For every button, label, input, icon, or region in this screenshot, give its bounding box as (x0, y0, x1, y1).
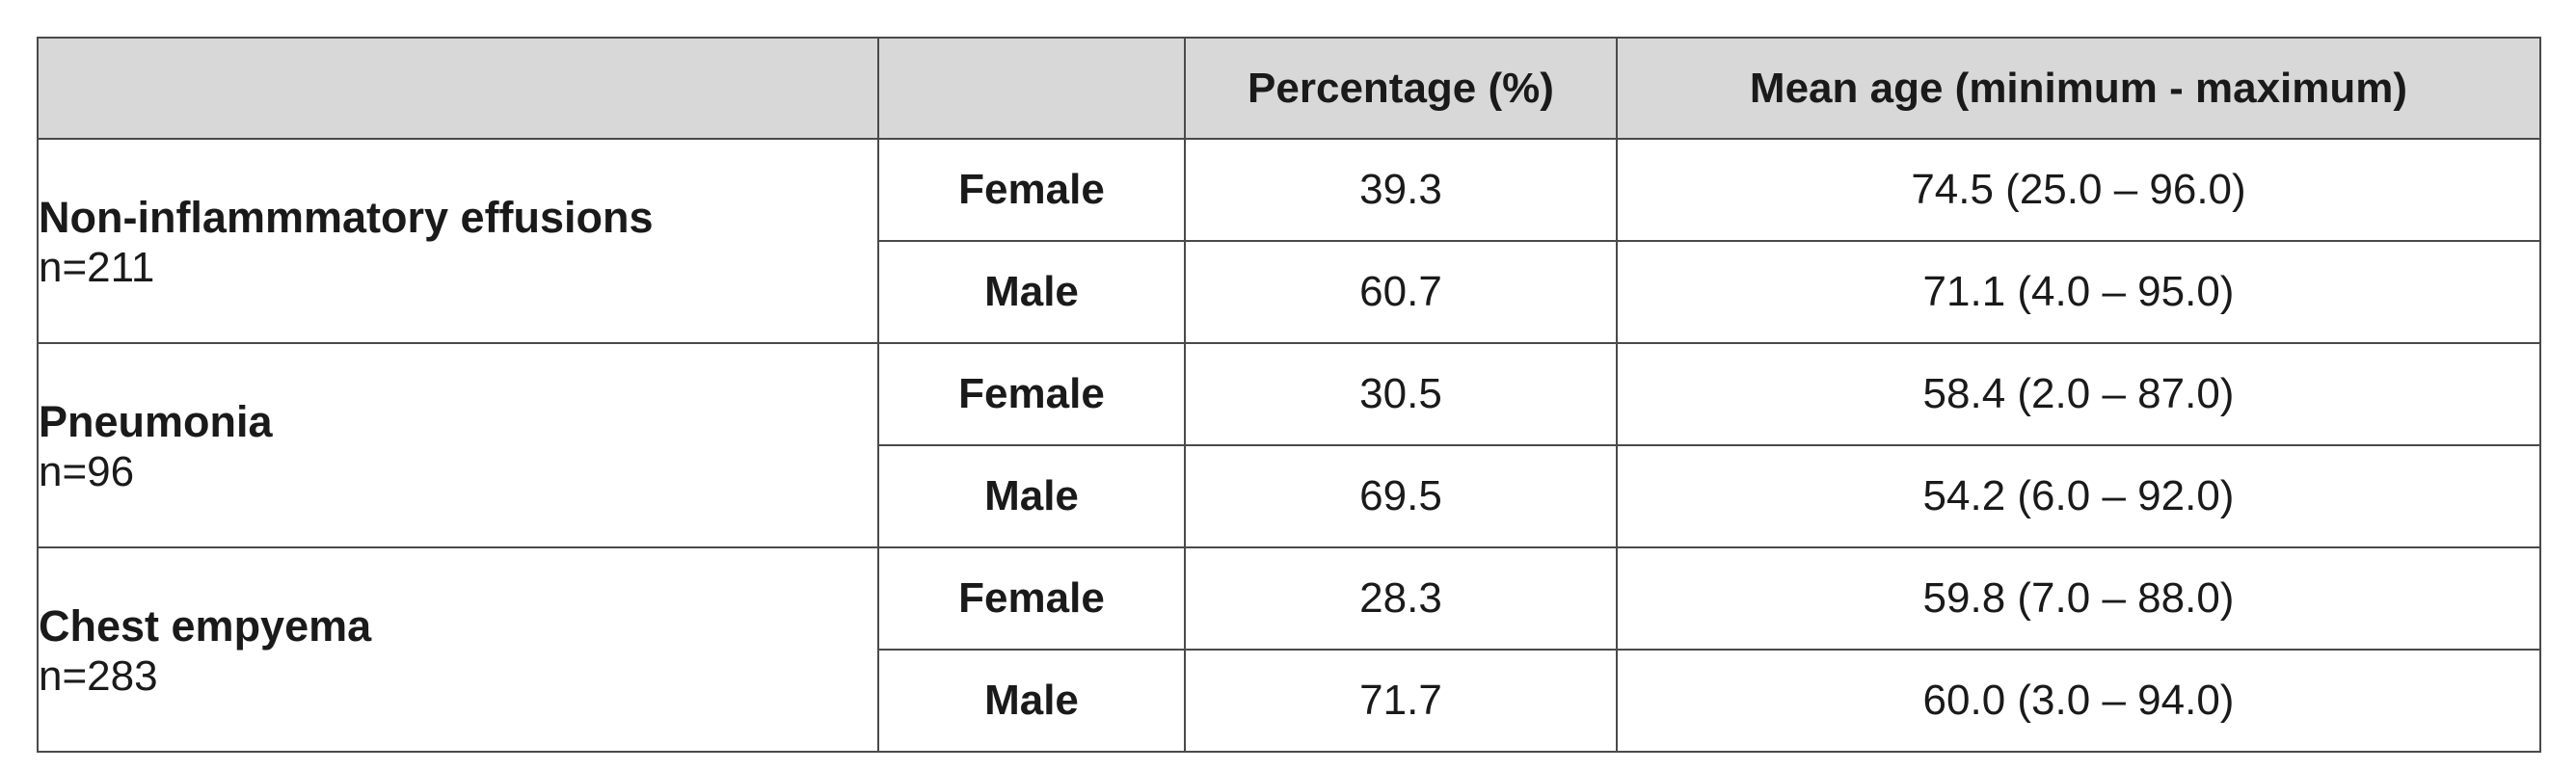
table-row: Pneumonia n=96 Female 30.5 58.4 (2.0 – 8… (37, 342, 2541, 548)
percentage-cell: 28.3 (1184, 546, 1618, 651)
mean-age-cell: 60.0 (3.0 – 94.0) (1616, 649, 2541, 753)
mean-age-cell: 71.1 (4.0 – 95.0) (1616, 240, 2541, 344)
mean-age-cell: 59.8 (7.0 – 88.0) (1616, 546, 2541, 651)
mean-age-cell: 58.4 (2.0 – 87.0) (1616, 342, 2541, 446)
header-group (37, 37, 879, 140)
header-sex (877, 37, 1186, 140)
sex-cell: Female (877, 138, 1186, 242)
group-cell-pneumonia: Pneumonia n=96 (37, 342, 879, 548)
sex-cell: Male (877, 444, 1186, 548)
group-count: n=283 (39, 652, 158, 700)
sex-cell: Female (877, 342, 1186, 446)
table-row: Male 60.7 71.1 (4.0 – 95.0) (38, 240, 2541, 344)
group-cell-non-inflammatory: Non-inflammmatory effusions n=211 (37, 138, 879, 344)
percentage-cell: 39.3 (1184, 138, 1618, 242)
mean-age-cell: 74.5 (25.0 – 96.0) (1616, 138, 2541, 242)
header-row: Percentage (%) Mean age (minimum - maxim… (37, 37, 2541, 140)
group-cell-chest-empyema: Chest empyema n=283 (37, 546, 879, 753)
group-name: Chest empyema (39, 601, 372, 651)
percentage-cell: 60.7 (1184, 240, 1618, 344)
group-count: n=211 (39, 244, 155, 291)
header-percentage: Percentage (%) (1184, 37, 1618, 140)
table-row: Male 69.5 54.2 (6.0 – 92.0) (38, 444, 2541, 548)
sex-cell: Male (877, 649, 1186, 753)
table-header: Percentage (%) Mean age (minimum - maxim… (37, 37, 2541, 140)
header-mean-age: Mean age (minimum - maximum) (1616, 37, 2541, 140)
table-row: Chest empyema n=283 Female 28.3 59.8 (7.… (37, 546, 2541, 753)
group-name: Pneumonia (39, 397, 273, 446)
group-name: Non-inflammmatory effusions (39, 193, 654, 242)
percentage-cell: 69.5 (1184, 444, 1618, 548)
table-row: Male 71.7 60.0 (3.0 – 94.0) (38, 649, 2541, 753)
group-count: n=96 (39, 448, 135, 495)
table-body: Non-inflammmatory effusions n=211 Female… (37, 138, 2541, 753)
percentage-cell: 71.7 (1184, 649, 1618, 753)
sex-cell: Female (877, 546, 1186, 651)
percentage-cell: 30.5 (1184, 342, 1618, 446)
sex-cell: Male (877, 240, 1186, 344)
table-row: Non-inflammmatory effusions n=211 Female… (37, 138, 2541, 344)
data-table: Percentage (%) Mean age (minimum - maxim… (37, 37, 2541, 753)
mean-age-cell: 54.2 (6.0 – 92.0) (1616, 444, 2541, 548)
